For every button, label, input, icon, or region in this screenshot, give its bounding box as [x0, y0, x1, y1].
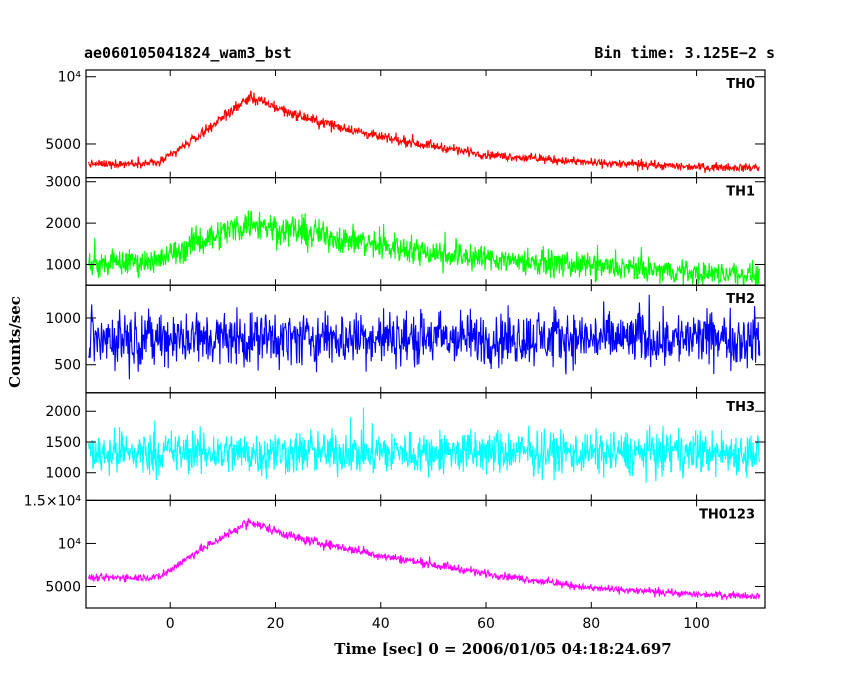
y-tick-label: 1.5×10⁴ [24, 493, 82, 509]
panel-label-th0: TH0 [726, 77, 755, 92]
x-tick-label: 0 [166, 616, 175, 632]
x-tick-label: 60 [477, 616, 495, 632]
y-tick-label: 1000 [45, 466, 81, 482]
x-tick-label: 20 [267, 616, 285, 632]
x-tick-label: 100 [683, 616, 710, 632]
panel-label-th1: TH1 [726, 185, 755, 200]
series-line-th2 [88, 294, 761, 380]
x-tick-label: 40 [372, 616, 390, 632]
panel-label-th2: TH2 [726, 292, 755, 307]
series-line-th0 [88, 90, 760, 173]
panel-frame-th0 [85, 69, 766, 179]
y-tick-label: 1000 [45, 258, 81, 274]
series-line-th0123 [88, 518, 761, 601]
y-tick-label: 1500 [45, 435, 81, 451]
y-tick-label: 10⁴ [58, 536, 82, 552]
chart-title: ae060105041824_wam3_bst [84, 44, 292, 62]
y-tick-label: 2000 [45, 216, 81, 232]
panel-group: TH0500010⁴TH1100020003000TH25001000TH310… [24, 69, 766, 632]
y-axis-label: Counts/sec [6, 296, 24, 388]
series-line-th3 [88, 407, 761, 483]
y-tick-label: 3000 [45, 175, 81, 191]
y-tick-label: 5000 [45, 579, 81, 595]
panel-label-th0123: TH0123 [699, 507, 755, 522]
series-line-th1 [88, 210, 761, 286]
bin-time-label: Bin time: 3.125E−2 s [594, 44, 775, 62]
x-axis-label: Time [sec] 0 = 2006/01/05 04:18:24.697 [334, 640, 671, 658]
y-tick-label: 10⁴ [58, 70, 82, 86]
y-tick-label: 5000 [45, 137, 81, 153]
y-tick-label: 2000 [45, 404, 81, 420]
y-tick-label: 1000 [45, 311, 81, 327]
x-tick-label: 80 [582, 616, 600, 632]
y-tick-label: 500 [54, 358, 81, 374]
panel-frame-th0123 [85, 499, 766, 609]
panel-label-th3: TH3 [726, 400, 755, 415]
